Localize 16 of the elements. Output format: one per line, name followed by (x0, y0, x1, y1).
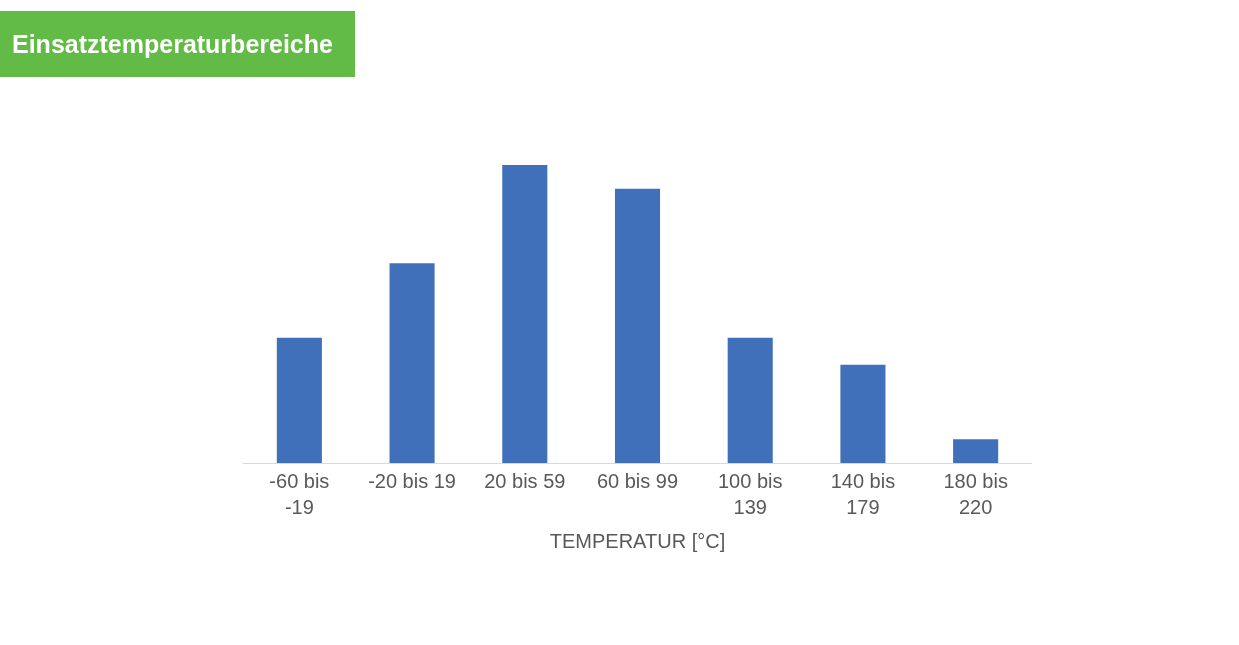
x-tick-label: 100 bis 139 (717, 470, 783, 518)
bar (727, 337, 773, 463)
x-tick-label: -20 bis 19 (368, 470, 456, 492)
x-tick-label: 20 bis 59 (484, 470, 566, 492)
x-tick-label: 60 bis 99 (596, 470, 679, 492)
bar (840, 364, 886, 463)
x-axis-title: TEMPERATUR [°C] (549, 529, 726, 552)
bar (953, 439, 999, 463)
bar (502, 164, 548, 463)
bar (389, 263, 435, 463)
chart-title: Einsatztemperaturbereiche (0, 11, 355, 77)
x-tick-label: 140 bis 179 (830, 470, 896, 518)
bar (614, 188, 661, 463)
x-tick-label: -60 bis -19 (269, 470, 330, 518)
bar (276, 337, 322, 463)
x-tick-label: 180 bis 220 (943, 470, 1008, 518)
